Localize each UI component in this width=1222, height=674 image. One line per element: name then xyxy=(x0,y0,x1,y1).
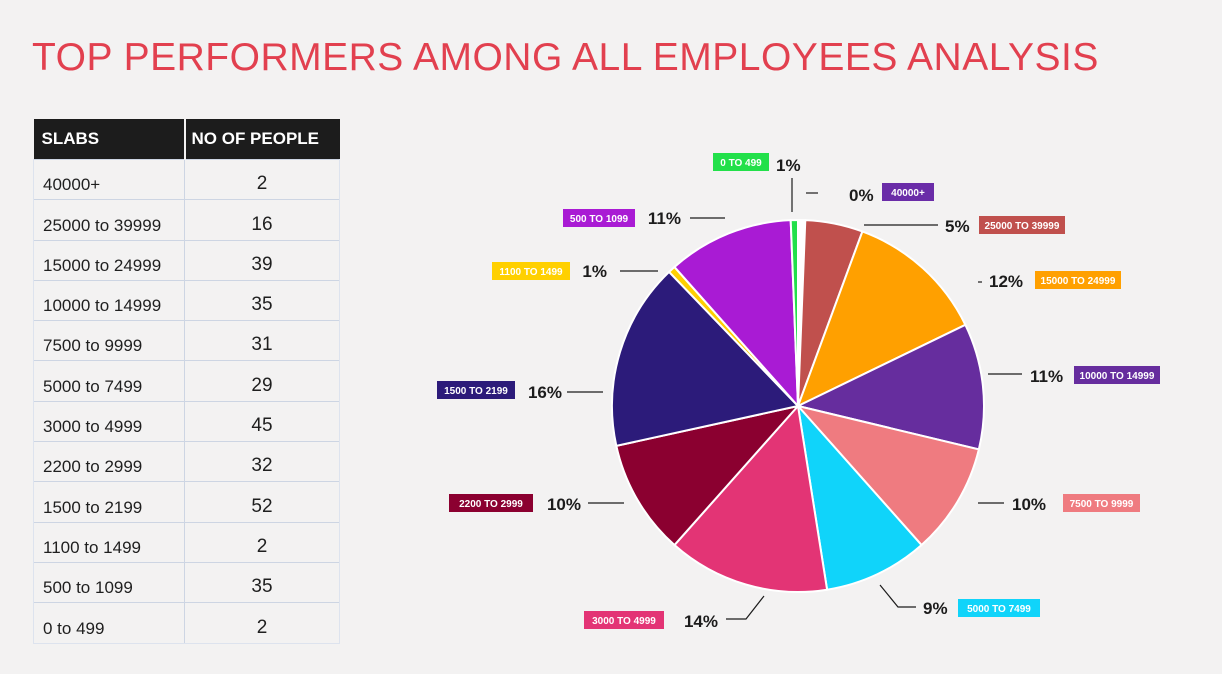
table-row: 5000 to 7499 29 xyxy=(33,360,340,402)
count-cell: 29 xyxy=(184,360,340,402)
slab-cell: 3000 to 4999 xyxy=(33,400,185,442)
pie-slice-1500-to-2199 xyxy=(611,270,800,448)
slice-label-box-500-to-1099 xyxy=(563,209,635,227)
slab-cell: 1500 to 2199 xyxy=(33,481,185,523)
pie-slice-500-to-1099 xyxy=(673,219,800,409)
slab-cell: 10000 to 14999 xyxy=(33,279,185,321)
table-row: 2200 to 2999 32 xyxy=(33,441,340,482)
slab-cell: 25000 to 39999 xyxy=(33,199,185,241)
count-cell: 35 xyxy=(184,279,340,321)
table-row: 40000+ 2 xyxy=(33,158,340,200)
slabs-table: SLABS NO OF PEOPLE 40000+ 2 25000 to 3999… xyxy=(33,119,340,644)
slice-percent-3000-to-4999: 14% xyxy=(684,612,718,631)
slice-label-box-15000-to-24999 xyxy=(1035,271,1121,289)
header-no-of-people: NO OF PEOPLE xyxy=(183,119,340,160)
pie-slice-5000-to-7499 xyxy=(796,402,923,591)
slice-label-box-40000 xyxy=(882,183,934,201)
count-cell: 2 xyxy=(184,158,340,200)
table-row: 25000 to 39999 16 xyxy=(33,199,340,241)
slice-label-1500-to-2199: 1500 TO 2199 xyxy=(444,386,508,397)
slice-label-15000-to-24999: 15000 TO 24999 xyxy=(1041,276,1116,287)
slice-percent-5000-to-7499: 9% xyxy=(923,599,948,618)
slice-label-1100-to-1499: 1100 TO 1499 xyxy=(499,267,563,278)
table-row: 10000 to 14999 35 xyxy=(33,279,340,321)
slice-percent-40000: 0% xyxy=(849,186,874,205)
slab-cell: 5000 to 7499 xyxy=(33,360,185,402)
slice-label-40000: 40000+ xyxy=(891,188,925,199)
leader-line-3000-to-4999 xyxy=(726,595,765,620)
count-cell: 31 xyxy=(184,320,340,361)
slab-cell: 1100 to 1499 xyxy=(33,521,185,563)
header-slabs: SLABS xyxy=(33,119,185,160)
slice-label-box-5000-to-7499 xyxy=(958,599,1040,617)
slice-label-3000-to-4999: 3000 TO 4999 xyxy=(592,616,656,627)
slice-percent-25000-to-39999: 5% xyxy=(945,217,970,236)
slice-label-box-25000-to-39999 xyxy=(979,216,1065,234)
pie-slice-15000-to-24999 xyxy=(796,230,967,408)
slab-cell: 2200 to 2999 xyxy=(33,441,185,482)
table-row: 0 to 499 2 xyxy=(33,602,340,644)
slice-label-box-1500-to-2199 xyxy=(437,381,515,399)
count-cell: 2 xyxy=(184,602,340,644)
slice-percent-1500-to-2199: 16% xyxy=(528,383,562,402)
slice-label-box-0-to-499 xyxy=(713,153,769,171)
pie-slice-0-to-499 xyxy=(789,218,799,407)
pie-slice-3000-to-4999 xyxy=(673,403,829,593)
slab-cell: 500 to 1099 xyxy=(33,561,185,603)
count-cell: 45 xyxy=(184,400,340,442)
slice-label-box-7500-to-9999 xyxy=(1063,494,1140,512)
slab-cell: 15000 to 24999 xyxy=(33,239,185,281)
table-row: 7500 to 9999 31 xyxy=(33,320,340,361)
table-row: 500 to 1099 35 xyxy=(33,561,340,603)
count-cell: 16 xyxy=(184,199,340,241)
slab-cell: 7500 to 9999 xyxy=(33,320,185,361)
slab-cell: 40000+ xyxy=(33,158,185,200)
pie-slice-10000-to-14999 xyxy=(795,323,985,451)
pie-slice-7500-to-9999 xyxy=(795,404,981,547)
table-row: 1100 to 1499 2 xyxy=(33,521,340,563)
count-cell: 35 xyxy=(184,561,340,603)
slice-percent-7500-to-9999: 10% xyxy=(1012,495,1046,514)
slab-cell: 0 to 499 xyxy=(33,602,185,644)
slice-label-box-2200-to-2999 xyxy=(449,494,533,512)
slice-percent-500-to-1099: 11% xyxy=(648,209,681,228)
count-cell: 32 xyxy=(184,441,340,482)
slice-label-10000-to-14999: 10000 TO 14999 xyxy=(1080,371,1155,382)
slice-label-box-10000-to-14999 xyxy=(1074,366,1160,384)
slice-label-7500-to-9999: 7500 TO 9999 xyxy=(1070,499,1134,510)
slice-percent-0-to-499: 1% xyxy=(776,156,801,175)
slice-percent-1100-to-1499: 1% xyxy=(582,262,607,281)
slice-label-0-to-499: 0 TO 499 xyxy=(720,158,762,169)
slice-label-box-3000-to-4999 xyxy=(584,611,664,629)
slice-label-2200-to-2999: 2200 TO 2999 xyxy=(459,499,523,510)
slice-percent-15000-to-24999: 12% xyxy=(989,272,1023,291)
slice-label-5000-to-7499: 5000 TO 7499 xyxy=(967,604,1031,615)
table-row: 3000 to 4999 45 xyxy=(33,400,340,442)
table-row: 15000 to 24999 39 xyxy=(33,239,340,281)
leader-line-5000-to-7499 xyxy=(879,584,916,608)
page-title: TOP PERFORMERS AMONG ALL EMPLOYEES ANALY… xyxy=(32,36,1099,79)
count-cell: 52 xyxy=(184,481,340,523)
pie-slice-2200-to-2999 xyxy=(615,404,801,547)
slice-label-500-to-1099: 500 TO 1099 xyxy=(570,214,629,225)
slice-percent-2200-to-2999: 10% xyxy=(547,495,581,514)
slice-label-box-1100-to-1499 xyxy=(492,262,570,280)
slice-percent-10000-to-14999: 11% xyxy=(1030,367,1063,386)
count-cell: 2 xyxy=(184,521,340,563)
table-header-row: SLABS NO OF PEOPLE xyxy=(33,119,340,160)
count-cell: 39 xyxy=(184,239,340,281)
table-row: 1500 to 2199 52 xyxy=(33,481,340,523)
slice-label-25000-to-39999: 25000 TO 39999 xyxy=(985,221,1060,232)
